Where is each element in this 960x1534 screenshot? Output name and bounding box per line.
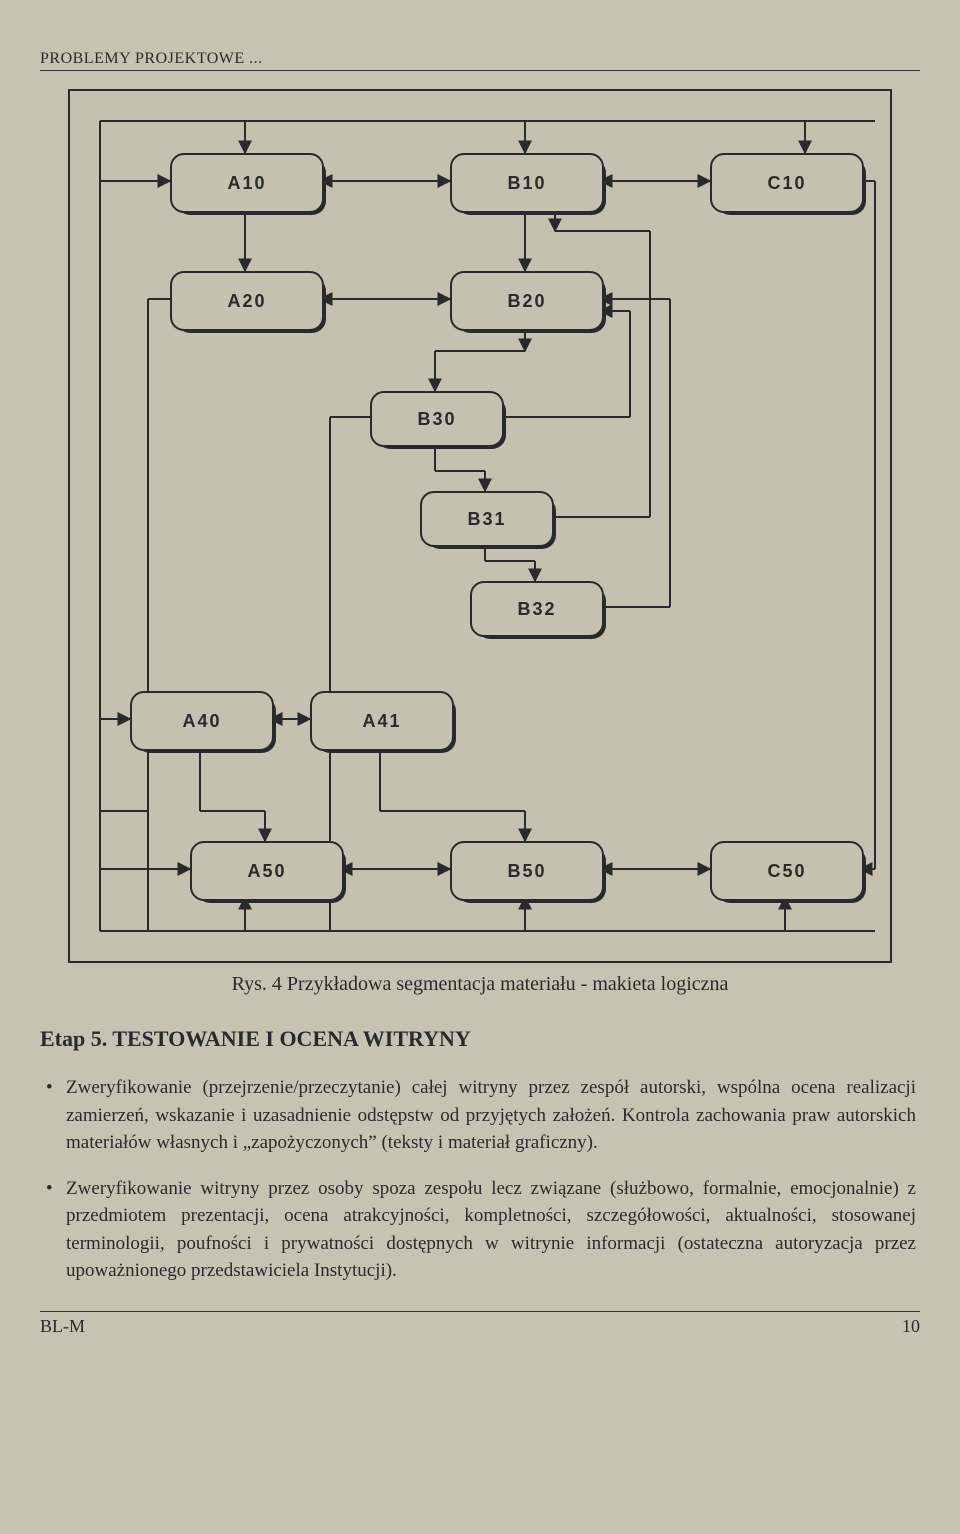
section-title: Etap 5. TESTOWANIE I OCENA WITRYNY (40, 1026, 920, 1052)
flow-node-b10: B10 (450, 153, 600, 209)
flow-node-label: A20 (170, 271, 324, 331)
list-item: Zweryfikowanie (przejrzenie/przeczytanie… (44, 1074, 916, 1157)
flow-node-label: A41 (310, 691, 454, 751)
flow-node-label: B20 (450, 271, 604, 331)
flow-node-label: C50 (710, 841, 864, 901)
flow-node-label: B32 (470, 581, 604, 637)
flow-node-a40: A40 (130, 691, 270, 747)
page-footer: BL-M 10 (40, 1311, 920, 1337)
footer-left: BL-M (40, 1316, 85, 1337)
flow-node-label: C10 (710, 153, 864, 213)
flow-node-b31: B31 (420, 491, 550, 543)
flow-node-a41: A41 (310, 691, 450, 747)
figure-caption: Rys. 4 Przykładowa segmentacja materiału… (40, 973, 920, 996)
flow-node-label: A40 (130, 691, 274, 751)
footer-right: 10 (902, 1316, 920, 1337)
flow-node-label: A10 (170, 153, 324, 213)
flow-node-c10: C10 (710, 153, 860, 209)
bullet-list: Zweryfikowanie (przejrzenie/przeczytanie… (40, 1074, 920, 1285)
flow-node-b32: B32 (470, 581, 600, 633)
running-head: PROBLEMY PROJEKTOWE ... (40, 50, 920, 71)
flow-node-a20: A20 (170, 271, 320, 327)
flow-node-label: B30 (370, 391, 504, 447)
flow-node-label: A50 (190, 841, 344, 901)
flow-node-a10: A10 (170, 153, 320, 209)
flow-node-b30: B30 (370, 391, 500, 443)
diagram-frame: A10 B10 C10 A20 B20 B30 B31 B32 A40 A41 A50 B50 C50 (68, 89, 892, 963)
flow-node-c50: C50 (710, 841, 860, 897)
flow-node-b20: B20 (450, 271, 600, 327)
list-item: Zweryfikowanie witryny przez osoby spoza… (44, 1175, 916, 1285)
flow-node-label: B10 (450, 153, 604, 213)
flow-node-label: B31 (420, 491, 554, 547)
flow-node-label: B50 (450, 841, 604, 901)
flow-node-b50: B50 (450, 841, 600, 897)
flow-node-a50: A50 (190, 841, 340, 897)
